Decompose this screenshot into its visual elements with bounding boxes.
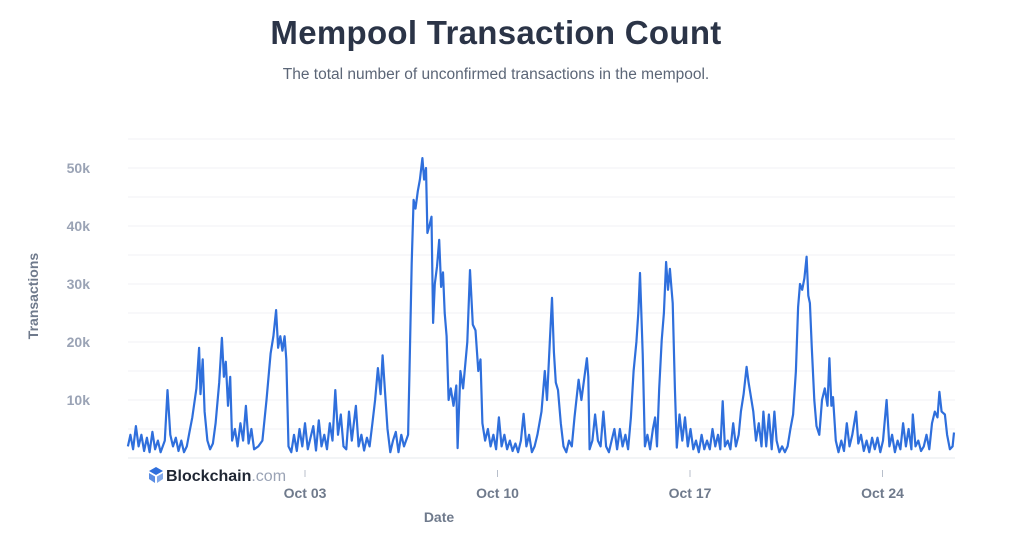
y-tick-label: 50k xyxy=(67,160,91,176)
y-tick-label: 20k xyxy=(67,334,91,350)
blockchain-logo-icon xyxy=(149,467,163,483)
x-axis-label: Date xyxy=(424,509,455,525)
y-tick-label: 30k xyxy=(67,276,91,292)
x-tick-label: Oct 10 xyxy=(476,485,519,501)
blockchain-watermark: Blockchain.com xyxy=(149,467,286,485)
series-line-transactions xyxy=(126,157,956,454)
x-tick-label: Oct 03 xyxy=(284,485,327,501)
chart-subtitle: The total number of unconfirmed transact… xyxy=(282,66,710,83)
y-tick-label: 10k xyxy=(67,392,91,408)
chart-title: Mempool Transaction Count xyxy=(270,14,722,51)
y-axis-label: Transactions xyxy=(25,253,41,340)
svg-text:Blockchain.com: Blockchain.com xyxy=(166,468,286,485)
y-tick-label: 40k xyxy=(67,218,91,234)
watermark-brand: Blockchain xyxy=(166,468,251,485)
x-tick-label: Oct 24 xyxy=(861,485,904,501)
gridlines xyxy=(128,138,955,459)
y-axis-ticks: 10k 20k 30k 40k 50k xyxy=(67,160,91,408)
x-axis-ticks: Oct 03 Oct 10 Oct 17 Oct 24 xyxy=(284,470,904,501)
x-tick-label: Oct 17 xyxy=(669,485,712,501)
watermark-suffix: .com xyxy=(251,468,286,485)
